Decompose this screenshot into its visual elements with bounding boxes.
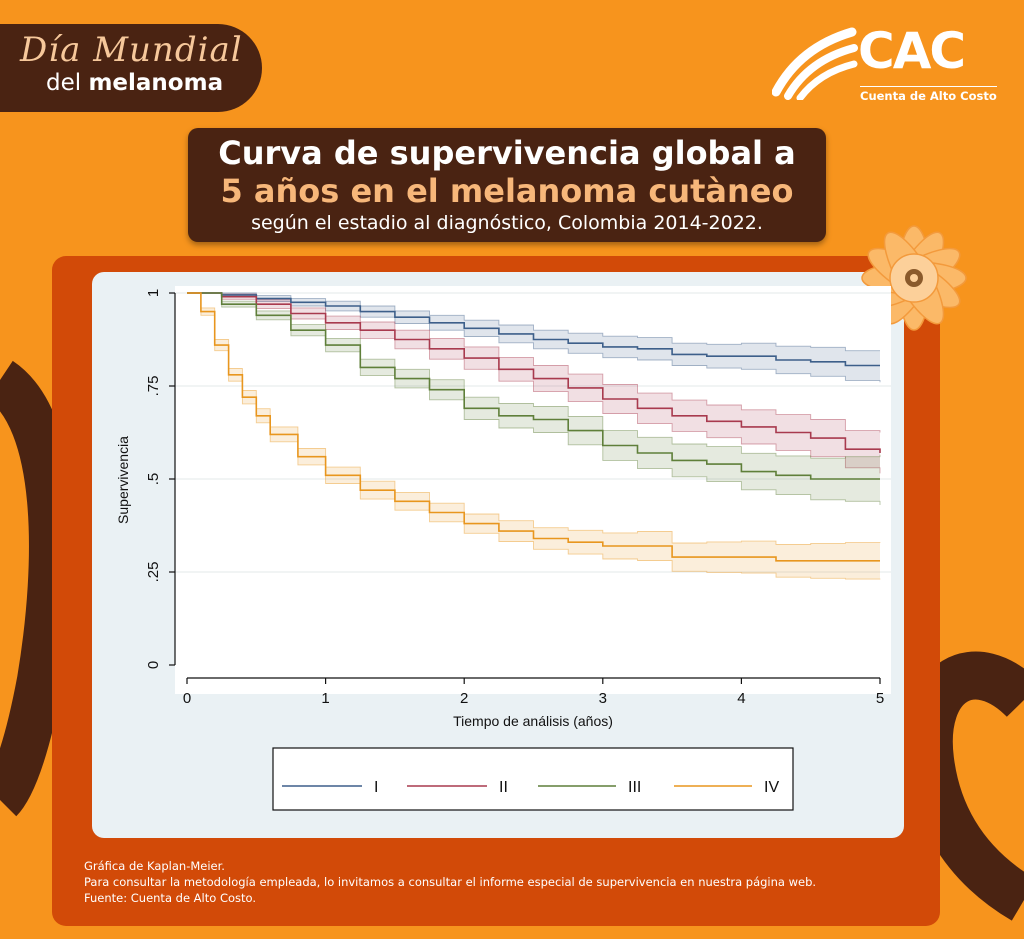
y-axis-label: Supervivencia — [115, 436, 131, 524]
title-line-3: según el estadio al diagnóstico, Colombi… — [251, 212, 763, 234]
x-axis-label: Tiempo de análisis (años) — [453, 713, 613, 729]
ci-upper-II — [187, 292, 881, 433]
series-line-II — [187, 292, 881, 453]
legend: I II III IV — [282, 779, 779, 796]
ci-lower-IV — [187, 292, 881, 580]
event-badge-subtitle: del melanoma — [46, 70, 224, 96]
legend-label-II: II — [499, 779, 508, 796]
ci-upper-III — [187, 292, 881, 459]
legend-label-I: I — [374, 779, 378, 796]
ci-upper-I — [187, 292, 880, 352]
y-tick-label: 0 — [145, 661, 162, 669]
footnotes: Gráfica de Kaplan-Meier. Para consultar … — [84, 858, 816, 906]
x-tick-label: 3 — [599, 690, 607, 707]
event-badge — [0, 24, 262, 112]
footnote-reference: Para consultar la metodología empleada, … — [84, 875, 817, 889]
survival-lines — [187, 292, 881, 562]
series-line-III — [187, 292, 880, 480]
x-tick-label: 0 — [183, 690, 191, 707]
x-tick-label: 4 — [737, 690, 745, 707]
grid-lines — [175, 292, 891, 573]
event-badge-title: Día Mundial — [20, 30, 243, 70]
y-tick-label: .25 — [145, 562, 162, 583]
plot-area — [175, 286, 891, 694]
x-tick-label: 1 — [321, 690, 329, 707]
logo-subtitle: Cuenta de Alto Costo — [860, 86, 997, 103]
title-box — [188, 128, 826, 242]
ribbon-left-icon — [0, 360, 75, 817]
series-line-IV — [187, 292, 880, 562]
ribbon-right-icon — [904, 651, 1024, 921]
footnote-source: Fuente: Cuenta de Alto Costo. — [84, 891, 256, 905]
ci-band-IV — [187, 293, 880, 580]
y-tick-label: .75 — [145, 376, 162, 397]
title-line-1: Curva de supervivencia global a — [218, 134, 796, 172]
ci-lower-III — [187, 292, 881, 505]
legend-label-IV: IV — [764, 779, 779, 796]
title-line-2: 5 años en el melanoma cutàneo — [220, 172, 794, 210]
x-tick-label: 5 — [876, 690, 884, 707]
axes: 0 .25 .5 .75 1 0 1 2 3 4 5 — [145, 289, 884, 707]
series-line-I — [187, 292, 880, 367]
y-tick-label: 1 — [145, 289, 162, 297]
x-tick-label: 2 — [460, 690, 468, 707]
footnote-method: Gráfica de Kaplan-Meier. — [84, 859, 225, 873]
ci-lower-II — [187, 292, 881, 474]
legend-box — [272, 747, 794, 811]
legend-label-III: III — [628, 779, 641, 796]
ci-band-II — [187, 293, 880, 474]
y-tick-label: .5 — [145, 473, 162, 486]
logo-wordmark: CAC — [858, 22, 966, 80]
ci-lower-I — [187, 292, 881, 383]
cac-logo-icon — [772, 27, 858, 100]
survival-chart: 0 .25 .5 .75 1 0 1 2 3 4 5 Supervivencia Tiempo de… — [115, 286, 891, 811]
